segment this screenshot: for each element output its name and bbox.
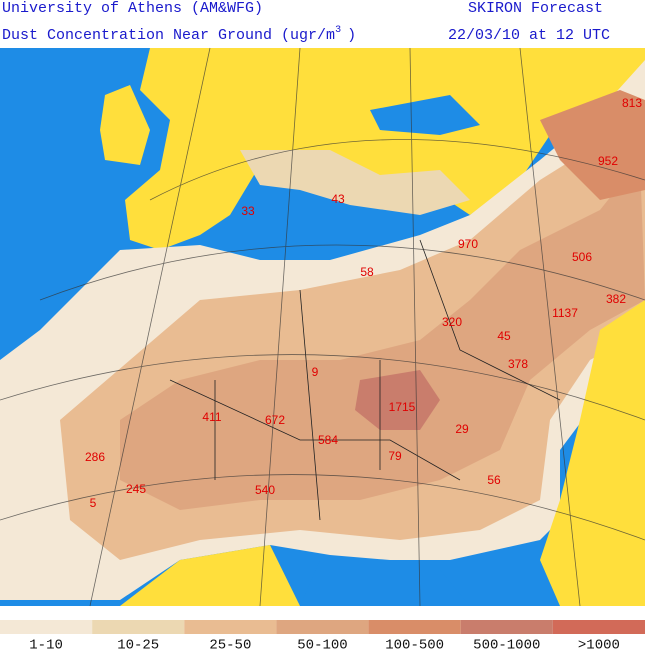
valid-time: 22/03/10 at 12 UTC	[448, 27, 610, 44]
title-text: Dust Concentration Near Ground (ugr/m	[2, 27, 335, 44]
concentration-label: 58	[360, 265, 374, 279]
institution: University of Athens (AM&WFG)	[2, 0, 263, 17]
concentration-label: 5	[90, 496, 97, 510]
concentration-label: 33	[241, 204, 255, 218]
dust-peak	[355, 370, 440, 430]
dust-high	[120, 160, 645, 510]
legend-swatch	[368, 620, 461, 634]
concentration-label: 43	[331, 192, 345, 206]
map-title: Dust Concentration Near Ground (ugr/m3)	[2, 25, 356, 44]
legend-swatch	[552, 620, 645, 634]
concentration-label: 56	[487, 473, 501, 487]
units-superscript: 3	[335, 25, 341, 36]
east-africa-land	[540, 300, 645, 606]
legend-label: 500-1000	[473, 638, 540, 651]
legend-label: 100-500	[385, 638, 444, 651]
concentration-label: 411	[202, 410, 221, 424]
legend-swatch	[0, 620, 93, 634]
concentration-label: 320	[442, 315, 462, 329]
gulf-of-guinea	[300, 560, 470, 606]
black-sea	[370, 95, 480, 135]
map	[0, 47, 645, 607]
concentration-label: 29	[455, 422, 469, 436]
europe-land	[125, 48, 645, 250]
west-africa-coast	[120, 545, 300, 606]
legend-swatch	[184, 620, 277, 634]
concentration-label: 286	[85, 450, 105, 464]
concentration-label: 952	[598, 154, 618, 168]
british-isles	[100, 85, 150, 165]
graticule	[0, 47, 645, 607]
concentration-label: 672	[265, 413, 285, 427]
concentration-label: 382	[606, 292, 626, 306]
concentration-label: 45	[497, 329, 511, 343]
concentration-label: 378	[508, 357, 528, 371]
legend-label: 50-100	[297, 638, 347, 651]
legend-swatch	[276, 620, 369, 634]
concentration-label: 970	[458, 237, 478, 251]
concentration-label: 813	[622, 96, 642, 110]
units-close: )	[347, 27, 356, 44]
concentration-labels: 813 952 33 43 970 506 58 382 320 45 1137 378 9 411 672…	[85, 96, 642, 510]
concentration-label: 540	[255, 483, 275, 497]
legend-label: 25-50	[209, 638, 251, 651]
concentration-label: 9	[312, 365, 319, 379]
legend-label: 1-10	[29, 638, 63, 651]
concentration-label: 245	[126, 482, 146, 496]
legend-swatch	[92, 620, 185, 634]
concentration-label: 1715	[389, 400, 416, 414]
legend-swatch	[460, 620, 553, 634]
concentration-label: 1137	[552, 306, 578, 320]
concentration-label: 79	[388, 449, 402, 463]
product: SKIRON Forecast	[468, 0, 603, 17]
concentration-label: 506	[572, 250, 592, 264]
legend: 1-10 10-25 25-50 50-100 100-500 500-1000 >1000	[0, 620, 645, 651]
concentration-label: 584	[318, 433, 338, 447]
borders	[169, 239, 561, 521]
legend-label: 10-25	[117, 638, 159, 651]
legend-label: >1000	[578, 638, 620, 651]
